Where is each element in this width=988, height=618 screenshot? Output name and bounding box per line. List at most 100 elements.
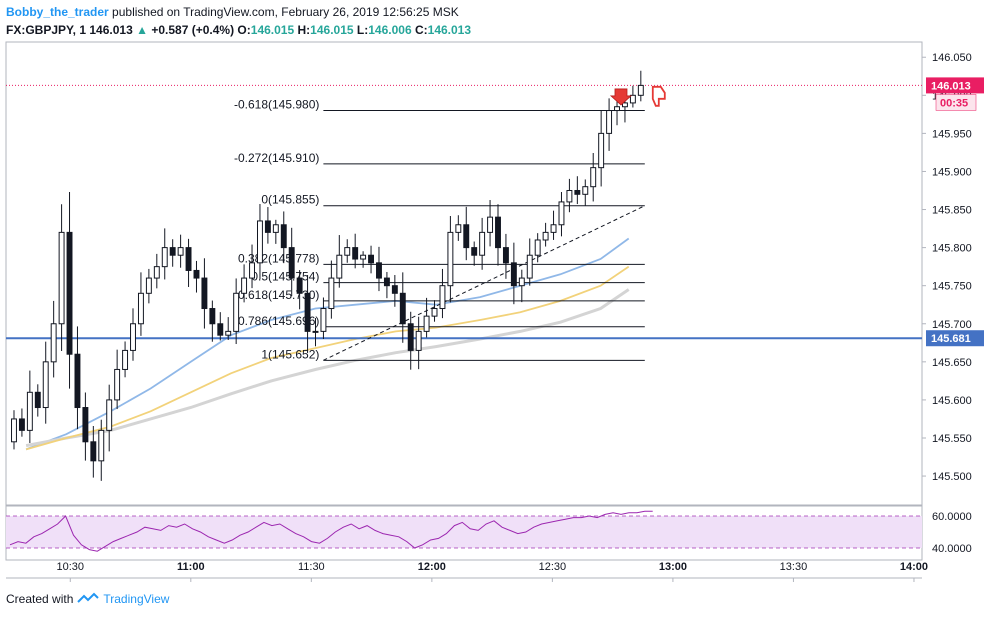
change-value: +0.587 (+0.4%) [151, 23, 235, 37]
high-value: 146.015 [310, 23, 354, 37]
candle-body [550, 224, 557, 233]
footer: Created with TradingView [6, 592, 169, 606]
candle-body [598, 132, 605, 169]
candle-body [26, 391, 33, 431]
sell-arrow-icon[interactable] [609, 88, 633, 106]
candle-body [328, 277, 335, 310]
candle-body [122, 349, 129, 370]
fib-level-label: 1(145.652) [261, 347, 319, 361]
candle-body [534, 239, 541, 256]
fib-level-label: -0.618(145.980) [234, 98, 319, 112]
last-price-badge [926, 77, 984, 94]
price-tick-label: 145.950 [932, 128, 972, 140]
candle-body [455, 224, 462, 233]
trendline[interactable] [323, 205, 646, 361]
candle-body [42, 361, 49, 409]
candle-body [510, 262, 517, 287]
candle-body [423, 315, 430, 332]
candle-body [241, 277, 248, 294]
candle-body [74, 353, 81, 409]
candle-body [296, 277, 303, 294]
candle-body [479, 231, 486, 256]
candle-body [606, 110, 613, 134]
candle-body [336, 254, 343, 279]
rsi-tick-label: 40.0000 [932, 543, 972, 555]
candle-body [66, 231, 73, 355]
candle-body [629, 94, 636, 104]
candle-body [590, 167, 597, 188]
rsi-line [9, 510, 653, 552]
fib-level-label: 0.786(145.696) [238, 314, 319, 328]
last-price: 146.013 [89, 23, 133, 37]
created-with-text: Created with [6, 592, 74, 606]
candle-body [193, 269, 200, 279]
candle-body [288, 247, 295, 279]
last-price-badge-label: 146.013 [931, 80, 971, 92]
tradingview-brand[interactable]: TradingView [103, 592, 170, 606]
candle-body [566, 189, 573, 203]
candle-body [169, 247, 176, 256]
candle-body [34, 391, 41, 409]
price-tick-label: 146.050 [932, 52, 972, 64]
rsi-tick-label: 60.0000 [932, 511, 972, 523]
candle-body [463, 224, 470, 249]
candle-body [415, 330, 422, 351]
candle-body [320, 308, 327, 332]
time-tick-label: 13:30 [780, 561, 808, 573]
candle-body [621, 102, 628, 108]
price-tick-label: 145.750 [932, 281, 972, 293]
candle-body [114, 368, 121, 401]
candle-body [360, 254, 367, 260]
candle-body [526, 254, 533, 279]
chart-header: Bobby_the_trader published on TradingVie… [6, 4, 471, 38]
time-tick-label: 12:30 [539, 561, 567, 573]
author-link[interactable]: Bobby_the_trader [6, 5, 109, 19]
time-tick-label: 11:30 [298, 561, 325, 573]
price-tick-label: 145.650 [932, 357, 972, 369]
candle-body [145, 277, 152, 294]
candle-body [50, 323, 57, 363]
countdown-label: 00:35 [940, 97, 968, 109]
candle-body [90, 441, 97, 462]
candle-body [304, 292, 311, 332]
price-pane-frame [5, 41, 923, 506]
time-tick-label: 10:30 [57, 561, 85, 573]
price-tick-label: 145.500 [932, 471, 972, 483]
time-tick-label: 12:00 [418, 561, 446, 573]
candle-body [58, 231, 65, 325]
candle-body [256, 220, 263, 264]
close-label: C: [414, 23, 428, 37]
publish-line: Bobby_the_trader published on TradingVie… [6, 4, 471, 20]
time-tick-label: 14:00 [900, 561, 928, 573]
candle-body [225, 330, 232, 336]
close-value: 146.013 [427, 23, 472, 37]
candle-body [487, 216, 494, 233]
candle-body [249, 262, 255, 279]
candle-body [542, 231, 549, 241]
ema-fast-line [25, 237, 630, 451]
candle-body [82, 407, 89, 443]
ohlc-line: FX:GBPJPY, 1 146.013 ▲ +0.587 (+0.4%) O:… [6, 22, 471, 38]
candle-body [637, 84, 644, 96]
time-tick-label: 11:00 [177, 561, 205, 573]
countdown-badge [935, 94, 977, 111]
open-value: 146.015 [250, 23, 295, 37]
fib-level-label: 0.5(145.754) [251, 270, 319, 284]
candle-body [233, 292, 240, 332]
candle-body [344, 247, 351, 256]
rsi-band [6, 516, 922, 548]
candle-body [209, 308, 216, 325]
candle-body [376, 262, 382, 279]
candle-body [368, 254, 375, 264]
thumbs-down-icon[interactable] [651, 85, 666, 107]
candle-body [383, 277, 390, 287]
tradingview-logo-icon [77, 592, 100, 603]
ema-mid-line [25, 265, 630, 451]
candle-body [582, 186, 589, 195]
candle-body [185, 247, 192, 271]
candle-body [574, 189, 581, 195]
candle-body [439, 285, 446, 310]
price-tick-label: 145.600 [932, 395, 972, 407]
candle-body [280, 224, 287, 249]
